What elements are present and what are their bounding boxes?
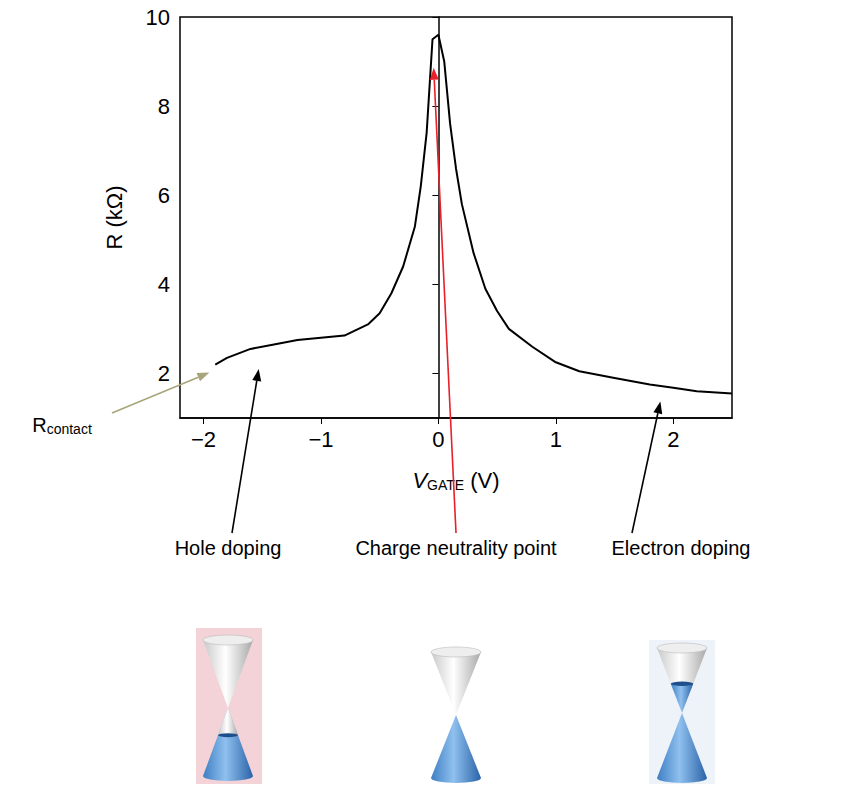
svg-text:4: 4 <box>158 272 170 297</box>
svg-text:0: 0 <box>432 427 444 452</box>
svg-text:6: 6 <box>158 183 170 208</box>
svg-text:Electron doping: Electron doping <box>612 537 751 559</box>
svg-text:Hole doping: Hole doping <box>175 537 282 559</box>
svg-text:(V): (V) <box>464 468 499 493</box>
svg-text:2: 2 <box>667 427 679 452</box>
svg-text:contact: contact <box>47 421 92 437</box>
svg-text:R (kΩ): R (kΩ) <box>102 185 127 249</box>
svg-text:1: 1 <box>550 427 562 452</box>
svg-text:Charge neutrality point: Charge neutrality point <box>355 537 557 559</box>
svg-text:R: R <box>32 414 46 436</box>
svg-text:−1: −1 <box>308 427 333 452</box>
svg-text:−2: −2 <box>191 427 216 452</box>
svg-text:8: 8 <box>158 94 170 119</box>
svg-text:V: V <box>412 467 428 493</box>
svg-text:GATE: GATE <box>427 477 464 493</box>
svg-text:10: 10 <box>146 5 170 30</box>
svg-text:2: 2 <box>158 361 170 386</box>
